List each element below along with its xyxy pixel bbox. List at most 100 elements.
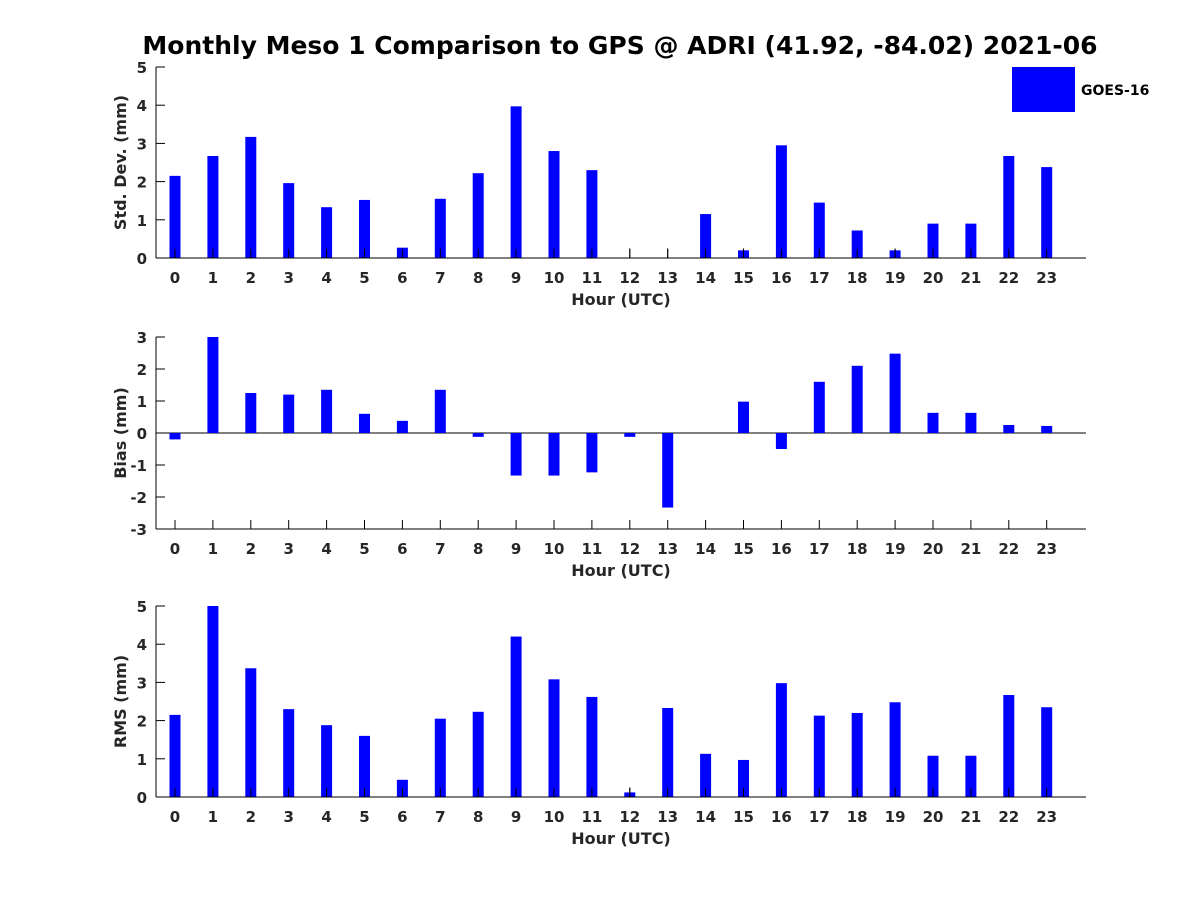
x-tick-label: 9 <box>511 808 521 826</box>
y-tick-label: 2 <box>137 713 147 731</box>
x-tick-label: 22 <box>998 269 1019 287</box>
bar-hour-19 <box>889 353 901 433</box>
bar-hour-9 <box>510 433 522 476</box>
bar-hour-0 <box>169 714 181 797</box>
y-tick-label: -1 <box>130 457 147 475</box>
bar-hour-11 <box>586 433 598 473</box>
x-tick-label: 17 <box>809 808 830 826</box>
bar-hour-18 <box>851 365 863 433</box>
y-tick-label: 4 <box>137 636 147 654</box>
y-axis-label: RMS (mm) <box>111 655 130 748</box>
bar-hour-6 <box>396 420 408 433</box>
bar-hour-0 <box>169 175 181 258</box>
bar-hour-20 <box>927 412 939 433</box>
x-tick-label: 3 <box>283 540 293 558</box>
bar-hour-11 <box>586 696 598 797</box>
bar-hour-14 <box>700 753 712 797</box>
x-tick-label: 11 <box>581 808 602 826</box>
y-tick-label: 3 <box>137 329 147 347</box>
bar-hour-14 <box>700 214 712 258</box>
bar-hour-3 <box>283 183 295 258</box>
x-axis-label: Hour (UTC) <box>571 829 671 848</box>
bar-hour-13 <box>662 707 674 797</box>
bar-hour-19 <box>889 702 901 797</box>
y-tick-label: 1 <box>137 751 147 769</box>
x-tick-label: 0 <box>170 808 180 826</box>
x-tick-label: 20 <box>923 269 944 287</box>
bar-hour-7 <box>434 198 446 258</box>
bar-hour-5 <box>359 413 370 433</box>
bar-hour-2 <box>245 136 257 258</box>
x-tick-label: 21 <box>960 808 981 826</box>
legend-swatch <box>1012 67 1075 112</box>
bar-hour-4 <box>321 389 333 433</box>
x-tick-label: 1 <box>208 269 218 287</box>
x-tick-label: 2 <box>246 808 256 826</box>
bar-hour-10 <box>548 679 560 797</box>
bar-hour-9 <box>510 106 522 258</box>
x-tick-label: 9 <box>511 540 521 558</box>
x-tick-label: 3 <box>283 808 293 826</box>
x-tick-label: 12 <box>619 269 640 287</box>
x-tick-label: 13 <box>657 540 678 558</box>
x-tick-label: 6 <box>397 269 407 287</box>
x-tick-label: 16 <box>771 808 792 826</box>
y-tick-label: 0 <box>137 250 147 268</box>
bar-hour-9 <box>510 636 522 797</box>
x-axis-label: Hour (UTC) <box>571 290 671 309</box>
bar-hour-20 <box>927 755 939 797</box>
x-tick-label: 18 <box>847 808 868 826</box>
x-tick-label: 22 <box>998 808 1019 826</box>
bar-hour-4 <box>321 207 333 258</box>
legend-label: GOES-16 <box>1081 83 1149 99</box>
x-tick-label: 23 <box>1036 808 1057 826</box>
bar-hour-16 <box>775 145 787 258</box>
x-tick-label: 20 <box>923 808 944 826</box>
bar-hour-21 <box>965 755 977 797</box>
bar-hour-4 <box>321 725 333 797</box>
bar-hour-22 <box>1003 695 1015 797</box>
x-tick-label: 0 <box>170 269 180 287</box>
bar-hour-8 <box>472 433 484 437</box>
x-tick-label: 14 <box>695 540 716 558</box>
x-tick-label: 2 <box>246 540 256 558</box>
y-axis-label: Bias (mm) <box>111 387 130 479</box>
x-tick-label: 10 <box>544 540 565 558</box>
bar-hour-1 <box>207 156 219 258</box>
bar-hour-17 <box>813 202 825 258</box>
x-tick-label: 11 <box>581 540 602 558</box>
y-tick-label: 1 <box>137 212 147 230</box>
bar-hour-3 <box>283 709 295 797</box>
x-tick-label: 11 <box>581 269 602 287</box>
bar-hour-7 <box>434 718 446 797</box>
x-tick-label: 19 <box>885 269 906 287</box>
x-tick-label: 5 <box>359 269 369 287</box>
x-tick-label: 15 <box>733 808 754 826</box>
bar-hour-18 <box>851 230 863 258</box>
bar-hour-8 <box>472 711 484 797</box>
bar-hour-21 <box>965 223 977 258</box>
bar-hour-1 <box>207 337 219 433</box>
x-tick-label: 15 <box>733 269 754 287</box>
bar-hour-16 <box>775 433 787 449</box>
legend: GOES-16 <box>1012 67 1149 112</box>
bar-hour-8 <box>472 173 484 258</box>
bar-hour-21 <box>965 412 977 433</box>
x-tick-label: 19 <box>885 808 906 826</box>
y-tick-label: 3 <box>137 135 147 153</box>
bar-hour-17 <box>813 381 825 433</box>
x-tick-label: 16 <box>771 540 792 558</box>
y-tick-label: 2 <box>137 174 147 192</box>
x-tick-label: 6 <box>397 808 407 826</box>
x-tick-label: 8 <box>473 808 483 826</box>
y-tick-label: -3 <box>130 521 147 539</box>
x-tick-label: 9 <box>511 269 521 287</box>
bar-hour-5 <box>359 735 370 797</box>
bar-hour-16 <box>775 683 787 797</box>
x-tick-label: 21 <box>960 269 981 287</box>
x-tick-label: 10 <box>544 808 565 826</box>
bar-hour-20 <box>927 223 939 258</box>
figure-title: Monthly Meso 1 Comparison to GPS @ ADRI … <box>142 31 1097 60</box>
x-tick-label: 2 <box>246 269 256 287</box>
